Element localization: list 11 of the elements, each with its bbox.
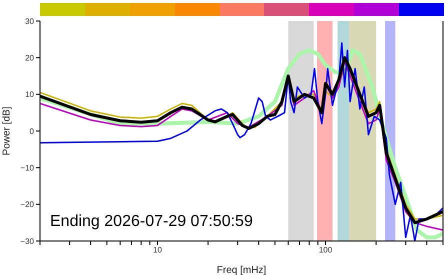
y-tick-label: 30 <box>25 16 35 26</box>
y-tick-label: 10 <box>25 90 35 100</box>
x-axis-title: Freq [mHz] <box>216 265 266 275</box>
y-tick-label: −10 <box>20 164 35 173</box>
y-tick-label: −30 <box>20 236 35 246</box>
x-tick-label: 100 <box>318 246 333 255</box>
y-tick-label: −20 <box>20 200 35 210</box>
y-tick-label: 0 <box>30 126 35 136</box>
annotation: Ending 2026-07-29 07:50:59 <box>50 213 253 231</box>
y-axis-title: Power [dB] <box>2 106 13 156</box>
y-tick-label: 20 <box>25 54 35 63</box>
